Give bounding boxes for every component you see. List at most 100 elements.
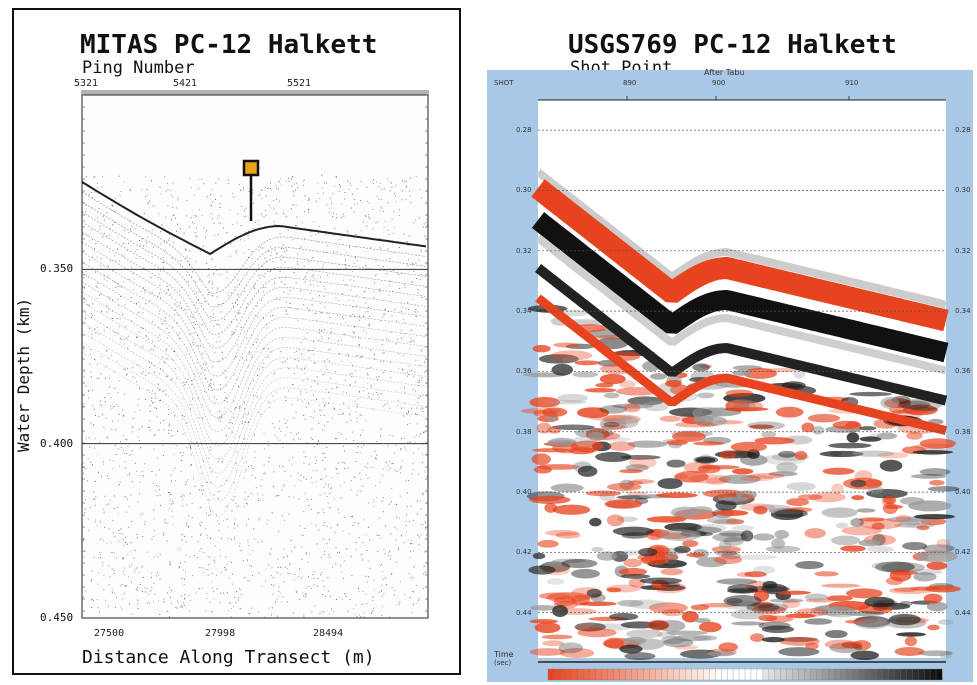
mitas-noise-speck <box>350 419 352 421</box>
mitas-noise-speck <box>195 235 197 237</box>
mitas-noise-speck <box>354 613 356 615</box>
mitas-noise-speck <box>92 303 94 305</box>
mitas-noise-speck <box>305 552 307 554</box>
mitas-noise-speck <box>353 211 355 213</box>
mitas-noise-speck <box>135 462 137 464</box>
mitas-noise-speck <box>370 246 372 248</box>
mitas-noise-speck <box>290 432 292 434</box>
usgs-amplitude-blob <box>715 510 749 516</box>
mitas-noise-speck <box>117 305 119 307</box>
mitas-noise-speck <box>145 302 147 304</box>
mitas-noise-speck <box>379 481 381 483</box>
usgs-amplitude-blob <box>919 438 956 449</box>
usgs-amplitude-blob <box>906 431 923 440</box>
mitas-noise-speck <box>170 589 172 591</box>
mitas-noise-speck <box>82 405 84 407</box>
mitas-noise-speck <box>308 197 310 199</box>
mitas-noise-speck <box>344 191 346 193</box>
mitas-noise-speck <box>254 538 256 540</box>
mitas-noise-speck <box>137 599 139 601</box>
mitas-noise-speck <box>423 565 425 567</box>
mitas-noise-speck <box>258 194 260 196</box>
mitas-noise-speck <box>396 272 398 274</box>
mitas-noise-speck <box>336 251 338 253</box>
mitas-noise-speck <box>312 349 314 351</box>
mitas-noise-speck <box>385 461 387 463</box>
mitas-noise-speck <box>110 408 112 410</box>
mitas-noise-speck <box>393 452 395 454</box>
mitas-noise-speck <box>313 410 315 412</box>
mitas-noise-speck <box>95 285 97 287</box>
mitas-noise-speck <box>274 224 276 226</box>
mitas-noise-speck <box>132 426 134 428</box>
mitas-noise-speck <box>384 188 386 190</box>
mitas-noise-speck <box>82 462 84 464</box>
mitas-noise-speck <box>307 499 309 501</box>
mitas-noise-speck <box>107 265 109 267</box>
mitas-noise-speck <box>283 519 285 521</box>
mitas-noise-speck <box>321 312 323 314</box>
mitas-noise-speck <box>286 313 288 315</box>
mitas-noise-speck <box>123 415 125 417</box>
mitas-noise-speck <box>314 462 316 464</box>
mitas-noise-speck <box>334 371 336 373</box>
mitas-noise-speck <box>409 329 411 331</box>
mitas-noise-speck <box>219 601 221 603</box>
mitas-noise-speck <box>130 581 132 583</box>
mitas-noise-speck <box>162 323 164 325</box>
mitas-noise-speck <box>309 553 311 555</box>
mitas-noise-speck <box>369 322 371 324</box>
mitas-noise-speck <box>149 429 151 431</box>
mitas-noise-speck <box>281 515 283 517</box>
mitas-noise-speck <box>130 551 132 553</box>
usgs-amplitude-blob <box>537 539 559 548</box>
mitas-noise-speck <box>424 471 426 473</box>
mitas-noise-speck <box>317 440 319 442</box>
mitas-noise-speck <box>214 561 216 563</box>
usgs-amplitude-blob <box>801 422 815 433</box>
usgs-colorbar-cell <box>780 668 788 681</box>
mitas-noise-speck <box>421 377 423 379</box>
mitas-noise-speck <box>394 308 396 310</box>
mitas-noise-speck <box>424 371 426 373</box>
mitas-noise-speck <box>211 259 213 261</box>
mitas-noise-speck <box>311 304 313 306</box>
usgs-seafloor-band <box>531 179 949 332</box>
mitas-noise-speck <box>117 448 119 450</box>
mitas-noise-speck <box>115 260 117 262</box>
mitas-noise-speck <box>419 433 421 435</box>
mitas-noise-speck <box>349 315 351 317</box>
mitas-noise-speck <box>281 247 283 249</box>
mitas-noise-speck <box>141 471 143 473</box>
mitas-noise-speck <box>248 351 250 353</box>
mitas-noise-speck <box>418 382 420 384</box>
usgs-amplitude-blob <box>529 619 559 624</box>
mitas-noise-speck <box>275 212 277 214</box>
mitas-noise-speck <box>228 577 230 579</box>
mitas-noise-speck <box>251 574 253 576</box>
mitas-noise-speck <box>344 198 346 200</box>
mitas-noise-speck <box>128 335 130 337</box>
mitas-noise-speck <box>139 409 141 411</box>
mitas-noise-speck <box>131 320 133 322</box>
mitas-noise-speck <box>103 427 105 429</box>
mitas-noise-speck <box>160 231 162 233</box>
mitas-noise-speck <box>247 238 249 240</box>
mitas-noise-speck <box>410 540 412 542</box>
mitas-noise-speck <box>180 471 182 473</box>
mitas-noise-speck <box>350 207 352 209</box>
mitas-noise-speck <box>422 493 424 495</box>
mitas-noise-speck <box>381 207 383 209</box>
mitas-noise-speck <box>380 565 382 567</box>
mitas-noise-speck <box>174 480 176 482</box>
mitas-noise-speck <box>192 316 194 318</box>
usgs-amplitude-blob <box>797 494 823 500</box>
mitas-noise-speck <box>190 599 192 601</box>
mitas-noise-speck <box>185 481 187 483</box>
mitas-noise-speck <box>286 420 288 422</box>
mitas-noise-speck <box>139 239 141 241</box>
mitas-noise-speck <box>248 190 250 192</box>
mitas-noise-speck <box>304 527 306 529</box>
mitas-noise-speck <box>327 577 329 579</box>
mitas-noise-speck <box>410 337 412 339</box>
